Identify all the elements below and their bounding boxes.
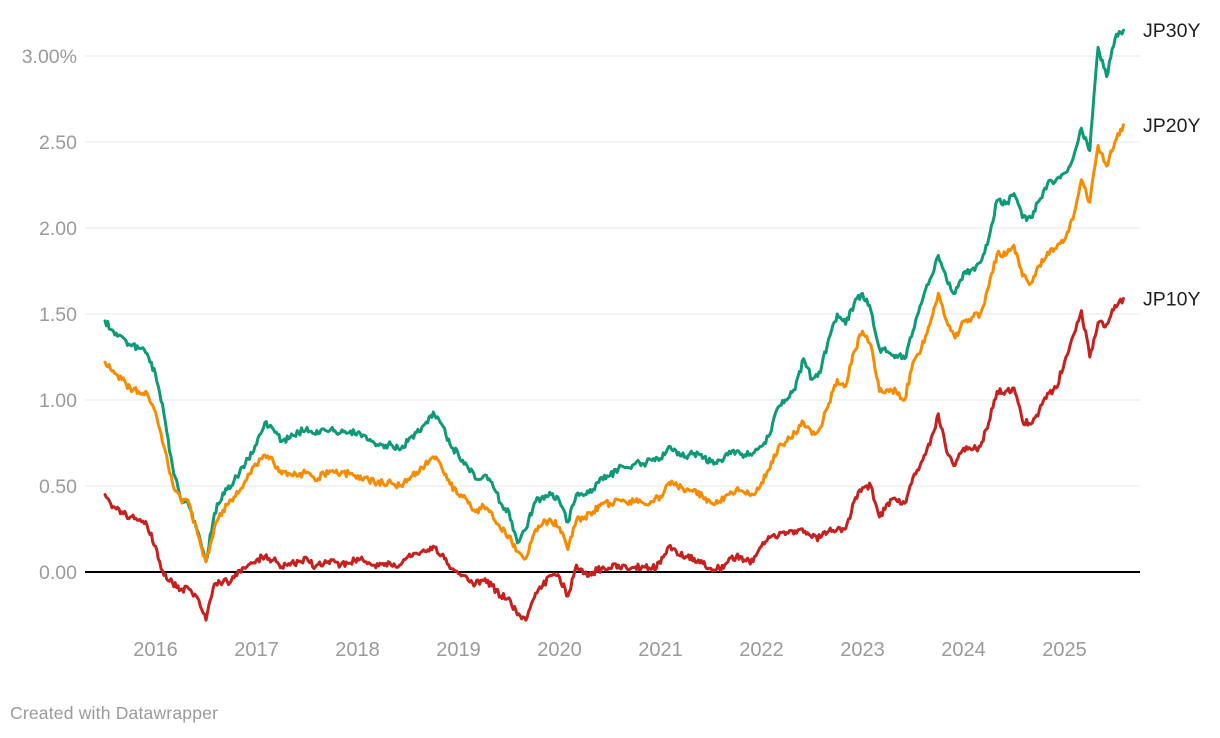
x-tick-label: 2022 bbox=[739, 639, 784, 661]
y-tick-label: 0.50 bbox=[39, 476, 77, 498]
series-line-jp20y bbox=[103, 123, 1125, 564]
x-tick-label: 2020 bbox=[537, 639, 582, 661]
y-tick-label: 2.00 bbox=[39, 218, 77, 240]
series-line-jp30y bbox=[103, 28, 1125, 564]
y-tick-label: 2.50 bbox=[39, 132, 77, 154]
x-tick-label: 2016 bbox=[133, 639, 178, 661]
series-label-jp10y: JP10Y bbox=[1143, 289, 1200, 311]
x-tick-label: 2023 bbox=[840, 639, 885, 661]
y-tick-label: 1.00 bbox=[39, 390, 77, 412]
x-tick-label: 2018 bbox=[335, 639, 380, 661]
x-tick-label: 2019 bbox=[436, 639, 481, 661]
x-tick-label: 2024 bbox=[941, 639, 986, 661]
y-tick-label: 1.50 bbox=[39, 304, 77, 326]
x-tick-label: 2021 bbox=[638, 639, 683, 661]
x-tick-label: 2017 bbox=[234, 639, 279, 661]
x-tick-label: 2025 bbox=[1042, 639, 1087, 661]
y-tick-label: 0.00 bbox=[39, 562, 77, 584]
series-line-jp10y bbox=[103, 297, 1125, 622]
datawrapper-credit: Created with Datawrapper bbox=[10, 703, 219, 723]
series-label-jp20y: JP20Y bbox=[1143, 115, 1200, 137]
y-tick-label: 3.00% bbox=[22, 46, 77, 68]
series-label-jp30y: JP30Y bbox=[1143, 20, 1200, 42]
